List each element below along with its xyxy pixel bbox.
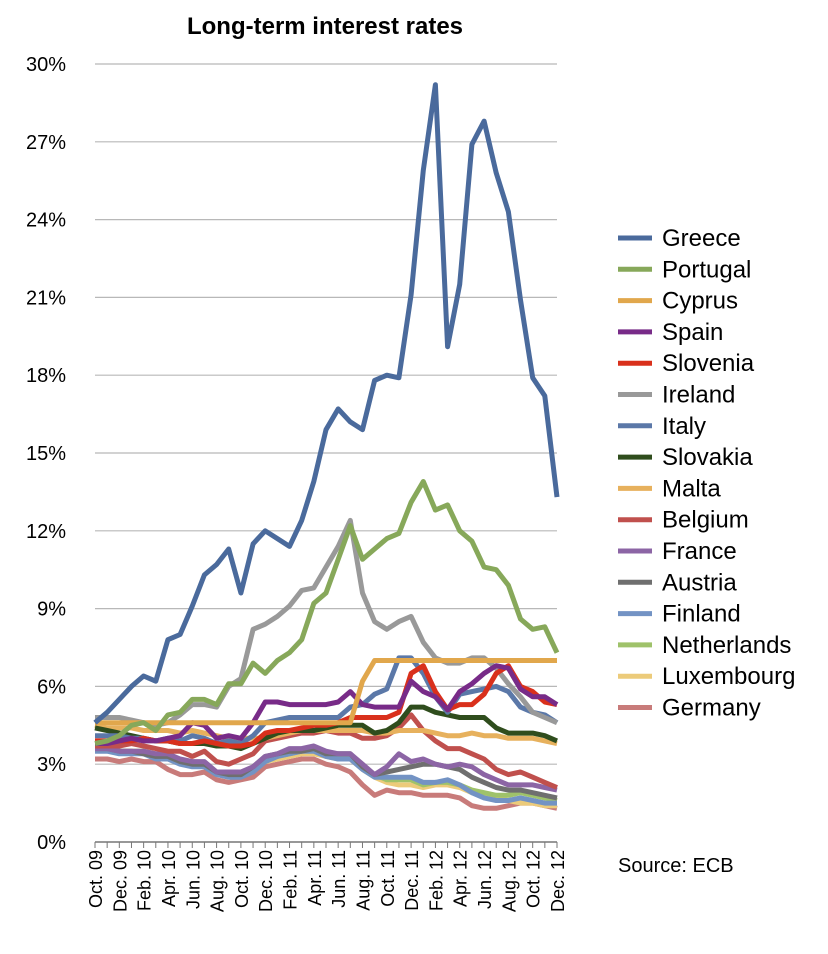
x-tick-label: Apr. 10 [159,850,179,907]
legend-label-greece: Greece [662,225,741,252]
source-note: Source: ECB [618,855,734,877]
series-lines [93,82,560,811]
legend-label-germany: Germany [662,695,761,722]
legend-label-luxembourg: Luxembourg [662,663,795,690]
legend-label-cyprus: Cyprus [662,288,738,315]
y-tick-label: 30% [26,54,66,76]
legend-label-slovakia: Slovakia [662,444,753,471]
series-line-cyprus [95,658,557,726]
x-tick-label: Feb. 10 [135,850,155,911]
y-tick-label: 3% [37,754,66,776]
legend: Greece Portugal Cyprus Spain Slovenia Ireland… [618,225,795,722]
y-tick-label: 24% [26,210,66,232]
x-tick-label: Oct. 10 [232,850,252,908]
legend-label-slovenia: Slovenia [662,350,755,377]
gridlines [94,63,558,848]
x-tick-label: Aug. 11 [353,850,373,911]
y-tick-label: 12% [26,521,66,543]
legend-label-portugal: Portugal [662,256,751,283]
series-line-ireland [95,517,558,728]
series-line-greece [93,82,560,725]
x-axis-tick-labels: Oct. 09 Dec. 09 Feb. 10 Apr. 10 Jun. 10 Aug. … [86,850,568,912]
legend-label-belgium: Belgium [662,507,749,534]
x-tick-label: Aug. 10 [208,850,228,912]
legend-label-malta: Malta [662,475,721,502]
y-tick-label: 15% [26,443,66,465]
y-tick-label: 21% [26,287,66,309]
chart-title: Long-term interest rates [187,13,463,40]
x-tick-label: Dec. 10 [256,850,276,912]
x-tick-label: Oct. 09 [86,850,106,908]
x-tick-label: Feb. 11 [281,850,301,910]
y-tick-label: 27% [26,132,66,154]
y-tick-label: 18% [26,365,66,387]
series-line-france [95,743,558,793]
series-line-portugal [94,479,560,746]
y-tick-label: 9% [37,599,66,621]
x-tick-label: Dec. 12 [548,850,568,912]
legend-label-netherlands: Netherlands [662,632,791,659]
legend-label-austria: Austria [662,569,737,596]
y-axis-tick-labels: 0% 3% 6% 9% 12% 15% 18% 21% 24% 27% 30% [26,54,66,854]
series-line-germany [95,756,558,811]
legend-label-france: France [662,538,737,565]
series-line-spain [95,663,559,746]
x-tick-label: Apr. 12 [451,850,471,907]
legend-label-spain: Spain [662,319,723,346]
x-tick-label: Oct. 12 [524,850,544,908]
y-tick-label: 6% [37,676,66,698]
x-tick-label: Aug. 12 [499,850,519,912]
series-line-slovenia [95,663,558,749]
legend-label-finland: Finland [662,601,741,628]
y-tick-label: 0% [37,832,66,854]
x-tick-label: Apr. 11 [305,850,325,906]
x-tick-label: Jun. 11 [329,850,349,908]
x-tick-label: Jun. 10 [183,850,203,909]
x-tick-label: Feb. 12 [426,850,446,911]
x-tick-label: Dec. 11 [402,850,422,911]
x-tick-label: Dec. 09 [110,850,130,912]
series-line-malta [94,722,558,746]
legend-label-ireland: Ireland [662,382,735,409]
x-tick-label: Oct. 11 [378,850,398,907]
legend-label-italy: Italy [662,413,706,440]
x-tick-label: Jun. 12 [475,850,495,909]
